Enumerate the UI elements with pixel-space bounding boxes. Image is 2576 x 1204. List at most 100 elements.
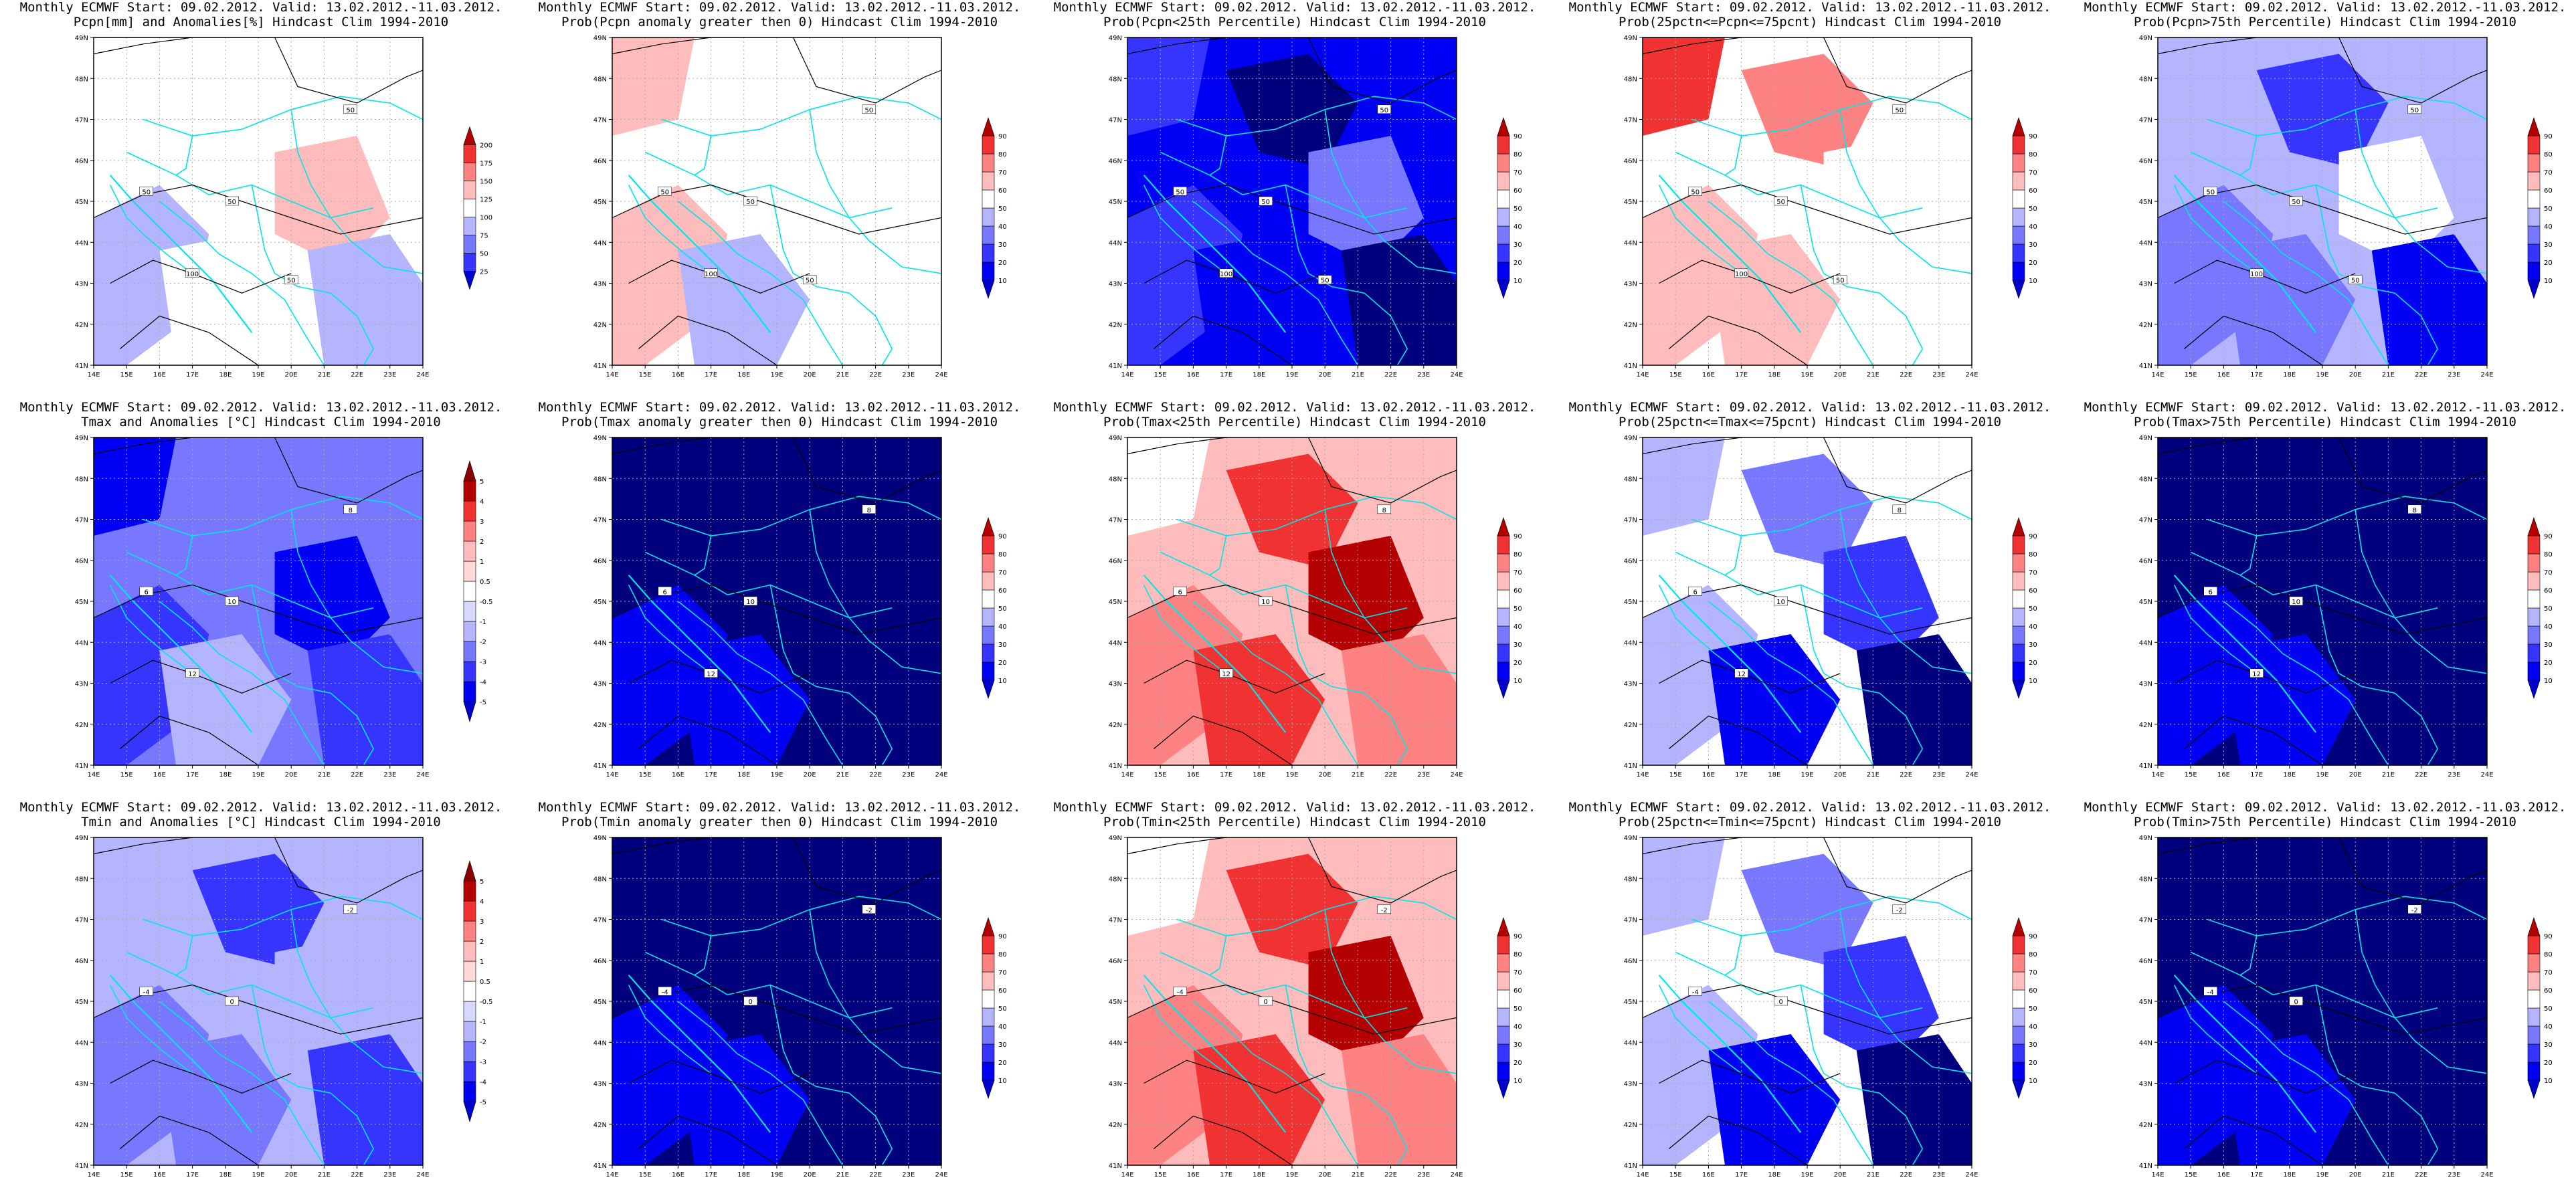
latitude-tick-label: 43N	[2139, 1081, 2152, 1088]
contour-line	[1643, 37, 1742, 55]
contour-label: -4	[662, 989, 668, 996]
colorbar-segment	[2012, 207, 2025, 227]
contour-line	[1823, 837, 1972, 904]
colorbar-segment	[2012, 189, 2025, 209]
latitude-tick-label: 45N	[2139, 199, 2152, 206]
latitude-tick-label: 44N	[2139, 239, 2152, 247]
latitude-tick-label: 43N	[1109, 1081, 1122, 1088]
latitude-tick-label: 42N	[1624, 1122, 1637, 1129]
colorbar-tick-label: 30	[998, 241, 1007, 249]
colorbar-segment	[982, 553, 995, 573]
contour-line	[2158, 837, 2257, 855]
colorbar-tick-label: 60	[998, 987, 1007, 995]
country-border	[1724, 935, 1742, 976]
colorbar-segment	[982, 1062, 995, 1081]
longitude-tick-label: 15E	[1154, 771, 1167, 779]
contour-label: 8	[867, 507, 871, 514]
map-figure: 6 8 10 12 14E 15E 16E 17E 18E 19E 20E 21E 22E 23E 24E 4…	[2139, 435, 2553, 779]
longitude-tick-label: 20E	[1319, 371, 1331, 379]
colorbar-segment	[982, 243, 995, 263]
colorbar-tick-label: 30	[2029, 641, 2037, 649]
contour-label-box	[1833, 275, 1847, 284]
colorbar-tick-label: 10	[2029, 278, 2037, 285]
colorbar-segment	[2012, 153, 2025, 173]
contour-label-box	[185, 668, 199, 678]
longitude-tick-label: 14E	[1636, 771, 1649, 779]
country-border	[1879, 692, 1924, 765]
longitude-tick-label: 18E	[737, 771, 750, 779]
contour-label: 0	[748, 999, 752, 1006]
latitude-tick-label: 43N	[593, 281, 607, 288]
longitude-tick-label: 18E	[219, 1171, 232, 1179]
colorbar-tick-label: 90	[998, 133, 1007, 140]
latitude-tick-label: 44N	[593, 639, 607, 647]
shaded-region	[612, 437, 695, 536]
longitude-tick-label: 22E	[2415, 1171, 2427, 1179]
contour-label: 100	[1220, 271, 1232, 278]
map-panel: Monthly ECMWF Start: 09.02.2012. Valid: …	[1034, 0, 1549, 398]
panel-title-line1: Monthly ECMWF Start: 09.02.2012. Valid: …	[1568, 800, 2051, 815]
colorbar-segment	[2527, 207, 2541, 227]
colorbar-tick-label: 50	[2029, 605, 2037, 613]
colorbar-tick-label: 10	[2544, 678, 2553, 685]
colorbar-segment	[982, 535, 995, 555]
colorbar-tick-label: 20	[998, 260, 1007, 267]
contour-label: 50	[1261, 199, 1270, 206]
country-border	[1364, 292, 1408, 365]
colorbar-tick-label: 10	[998, 278, 1007, 285]
longitude-tick-label: 19E	[2316, 771, 2328, 779]
longitude-tick-label: 17E	[1735, 371, 1748, 379]
coastline	[1658, 175, 1802, 333]
shaded-region	[793, 536, 909, 667]
map-panel: Monthly ECMWF Start: 09.02.2012. Valid: …	[519, 800, 1034, 1198]
contour-line	[638, 1115, 777, 1165]
contour-label-box	[1688, 187, 1702, 196]
contour-label-box	[1317, 275, 1332, 284]
longitude-tick-label: 18E	[737, 371, 750, 379]
latitude-tick-label: 47N	[593, 917, 607, 924]
latitude-tick-label: 46N	[75, 158, 88, 165]
colorbar-tick-label: 10	[2544, 278, 2553, 285]
map-panel: Monthly ECMWF Start: 09.02.2012. Valid: …	[0, 400, 515, 798]
colorbar-segment	[982, 117, 995, 136]
colorbar-segment	[463, 480, 476, 502]
country-border	[2223, 201, 2389, 365]
country-border	[809, 909, 941, 1074]
map-figure: 50 50 50 100 50 14E 15E 16E 17E 18E 19E 20E 21E 22E 23…	[1109, 35, 1522, 379]
longitude-tick-label: 19E	[770, 371, 783, 379]
colorbar-segment	[2012, 262, 2025, 281]
longitude-tick-label: 22E	[1384, 1171, 1397, 1179]
colorbar-segment	[2527, 262, 2541, 281]
map-figure: 6 8 10 12 14E 15E 16E 17E 18E 19E 20E 21E 22E 23E 24E 4…	[593, 435, 1007, 779]
map-figure: 50 50 50 100 50 14E 15E 16E 17E 18E 19E 20E 21E 22E 23…	[593, 35, 1007, 379]
latitude-tick-label: 47N	[2139, 517, 2152, 524]
longitude-tick-label: 24E	[1450, 371, 1463, 379]
colorbar-segment	[2527, 643, 2541, 663]
colorbar-segment	[463, 860, 476, 882]
longitude-tick-label: 16E	[672, 771, 684, 779]
longitude-tick-label: 20E	[1319, 1171, 1331, 1179]
contour-label-box	[225, 596, 239, 606]
country-border	[330, 292, 375, 365]
contour-label-box	[1688, 587, 1702, 596]
contour-line	[1154, 715, 1293, 765]
country-border	[330, 692, 375, 765]
contour-line	[612, 37, 711, 55]
longitude-tick-label: 18E	[219, 371, 232, 379]
latitude-tick-label: 46N	[593, 558, 607, 565]
colorbar-tick-label: 80	[1513, 151, 1522, 159]
contour-label: 6	[1693, 589, 1697, 596]
colorbar-segment	[463, 1101, 476, 1123]
map-panel: Monthly ECMWF Start: 09.02.2012. Valid: …	[1034, 800, 1549, 1198]
longitude-tick-label: 24E	[2480, 1171, 2493, 1179]
longitude-tick-label: 16E	[1187, 771, 1200, 779]
latitude-tick-label: 41N	[1109, 763, 1122, 770]
colorbar-segment	[982, 1043, 995, 1063]
longitude-tick-label: 17E	[186, 371, 199, 379]
colorbar-segment	[2012, 571, 2025, 591]
colorbar-tick-label: 60	[998, 587, 1007, 595]
shaded-region	[1823, 536, 1939, 667]
country-border	[251, 985, 331, 1094]
country-border	[1691, 496, 1972, 536]
longitude-tick-label: 16E	[1702, 1171, 1715, 1179]
